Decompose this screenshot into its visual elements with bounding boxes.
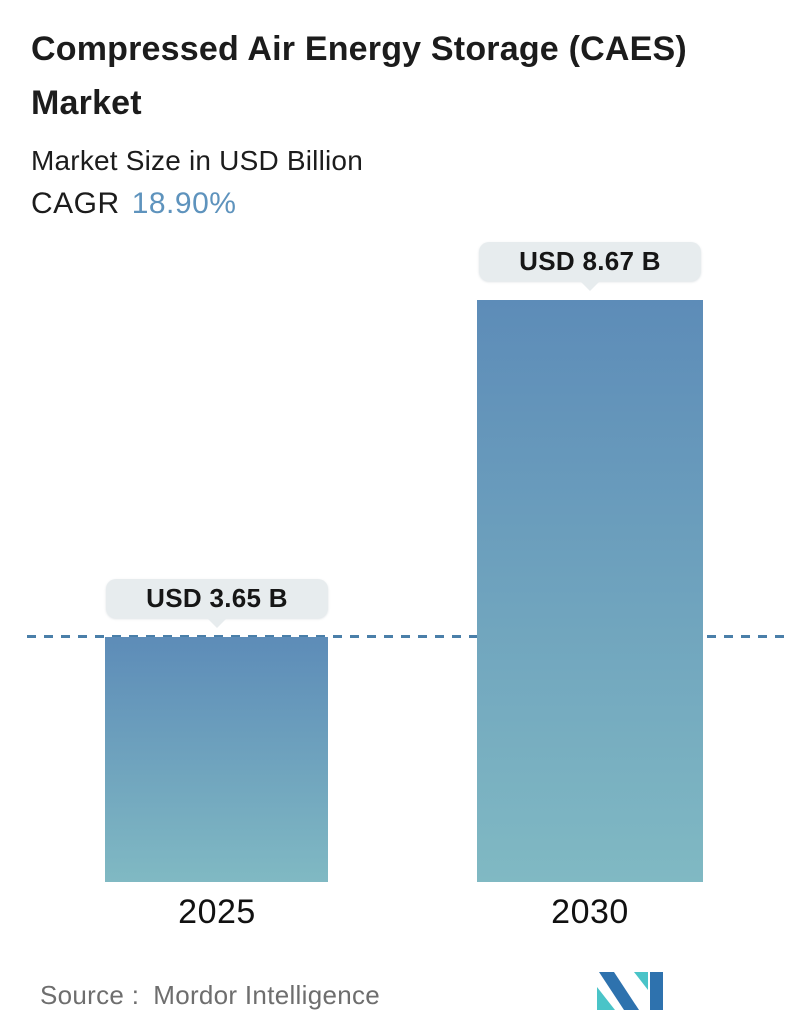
x-axis-label-2030: 2030 <box>551 893 629 931</box>
source-line: Source : Mordor Intelligence <box>40 980 756 1011</box>
value-label: USD 8.67 B <box>519 246 661 276</box>
chart-subtitle: Market Size in USD Billion <box>31 144 363 176</box>
bar-2025 <box>105 637 328 882</box>
chart-header: Compressed Air Energy Storage (CAES) Mar… <box>31 22 731 221</box>
value-callout-2030: USD 8.67 B <box>479 242 701 291</box>
cagr-label: CAGR <box>31 186 120 220</box>
callout-tail <box>579 280 601 291</box>
bar-2030 <box>477 300 703 882</box>
mordor-intelligence-logo <box>597 972 663 1010</box>
reference-dashed-line <box>27 635 787 638</box>
callout-tail <box>206 617 228 628</box>
value-callout-2025: USD 3.65 B <box>106 579 328 628</box>
source-value: Mordor Intelligence <box>153 980 381 1010</box>
x-axis-label-2025: 2025 <box>178 893 256 931</box>
cagr-row: CAGR 18.90% <box>31 187 731 221</box>
value-label: USD 3.65 B <box>146 583 288 613</box>
page-title: Compressed Air Energy Storage (CAES) Mar… <box>31 30 687 123</box>
chart-footer: Source : Mordor Intelligence <box>40 972 756 1011</box>
source-label: Source : <box>40 980 140 1010</box>
cagr-value: 18.90% <box>131 186 237 220</box>
